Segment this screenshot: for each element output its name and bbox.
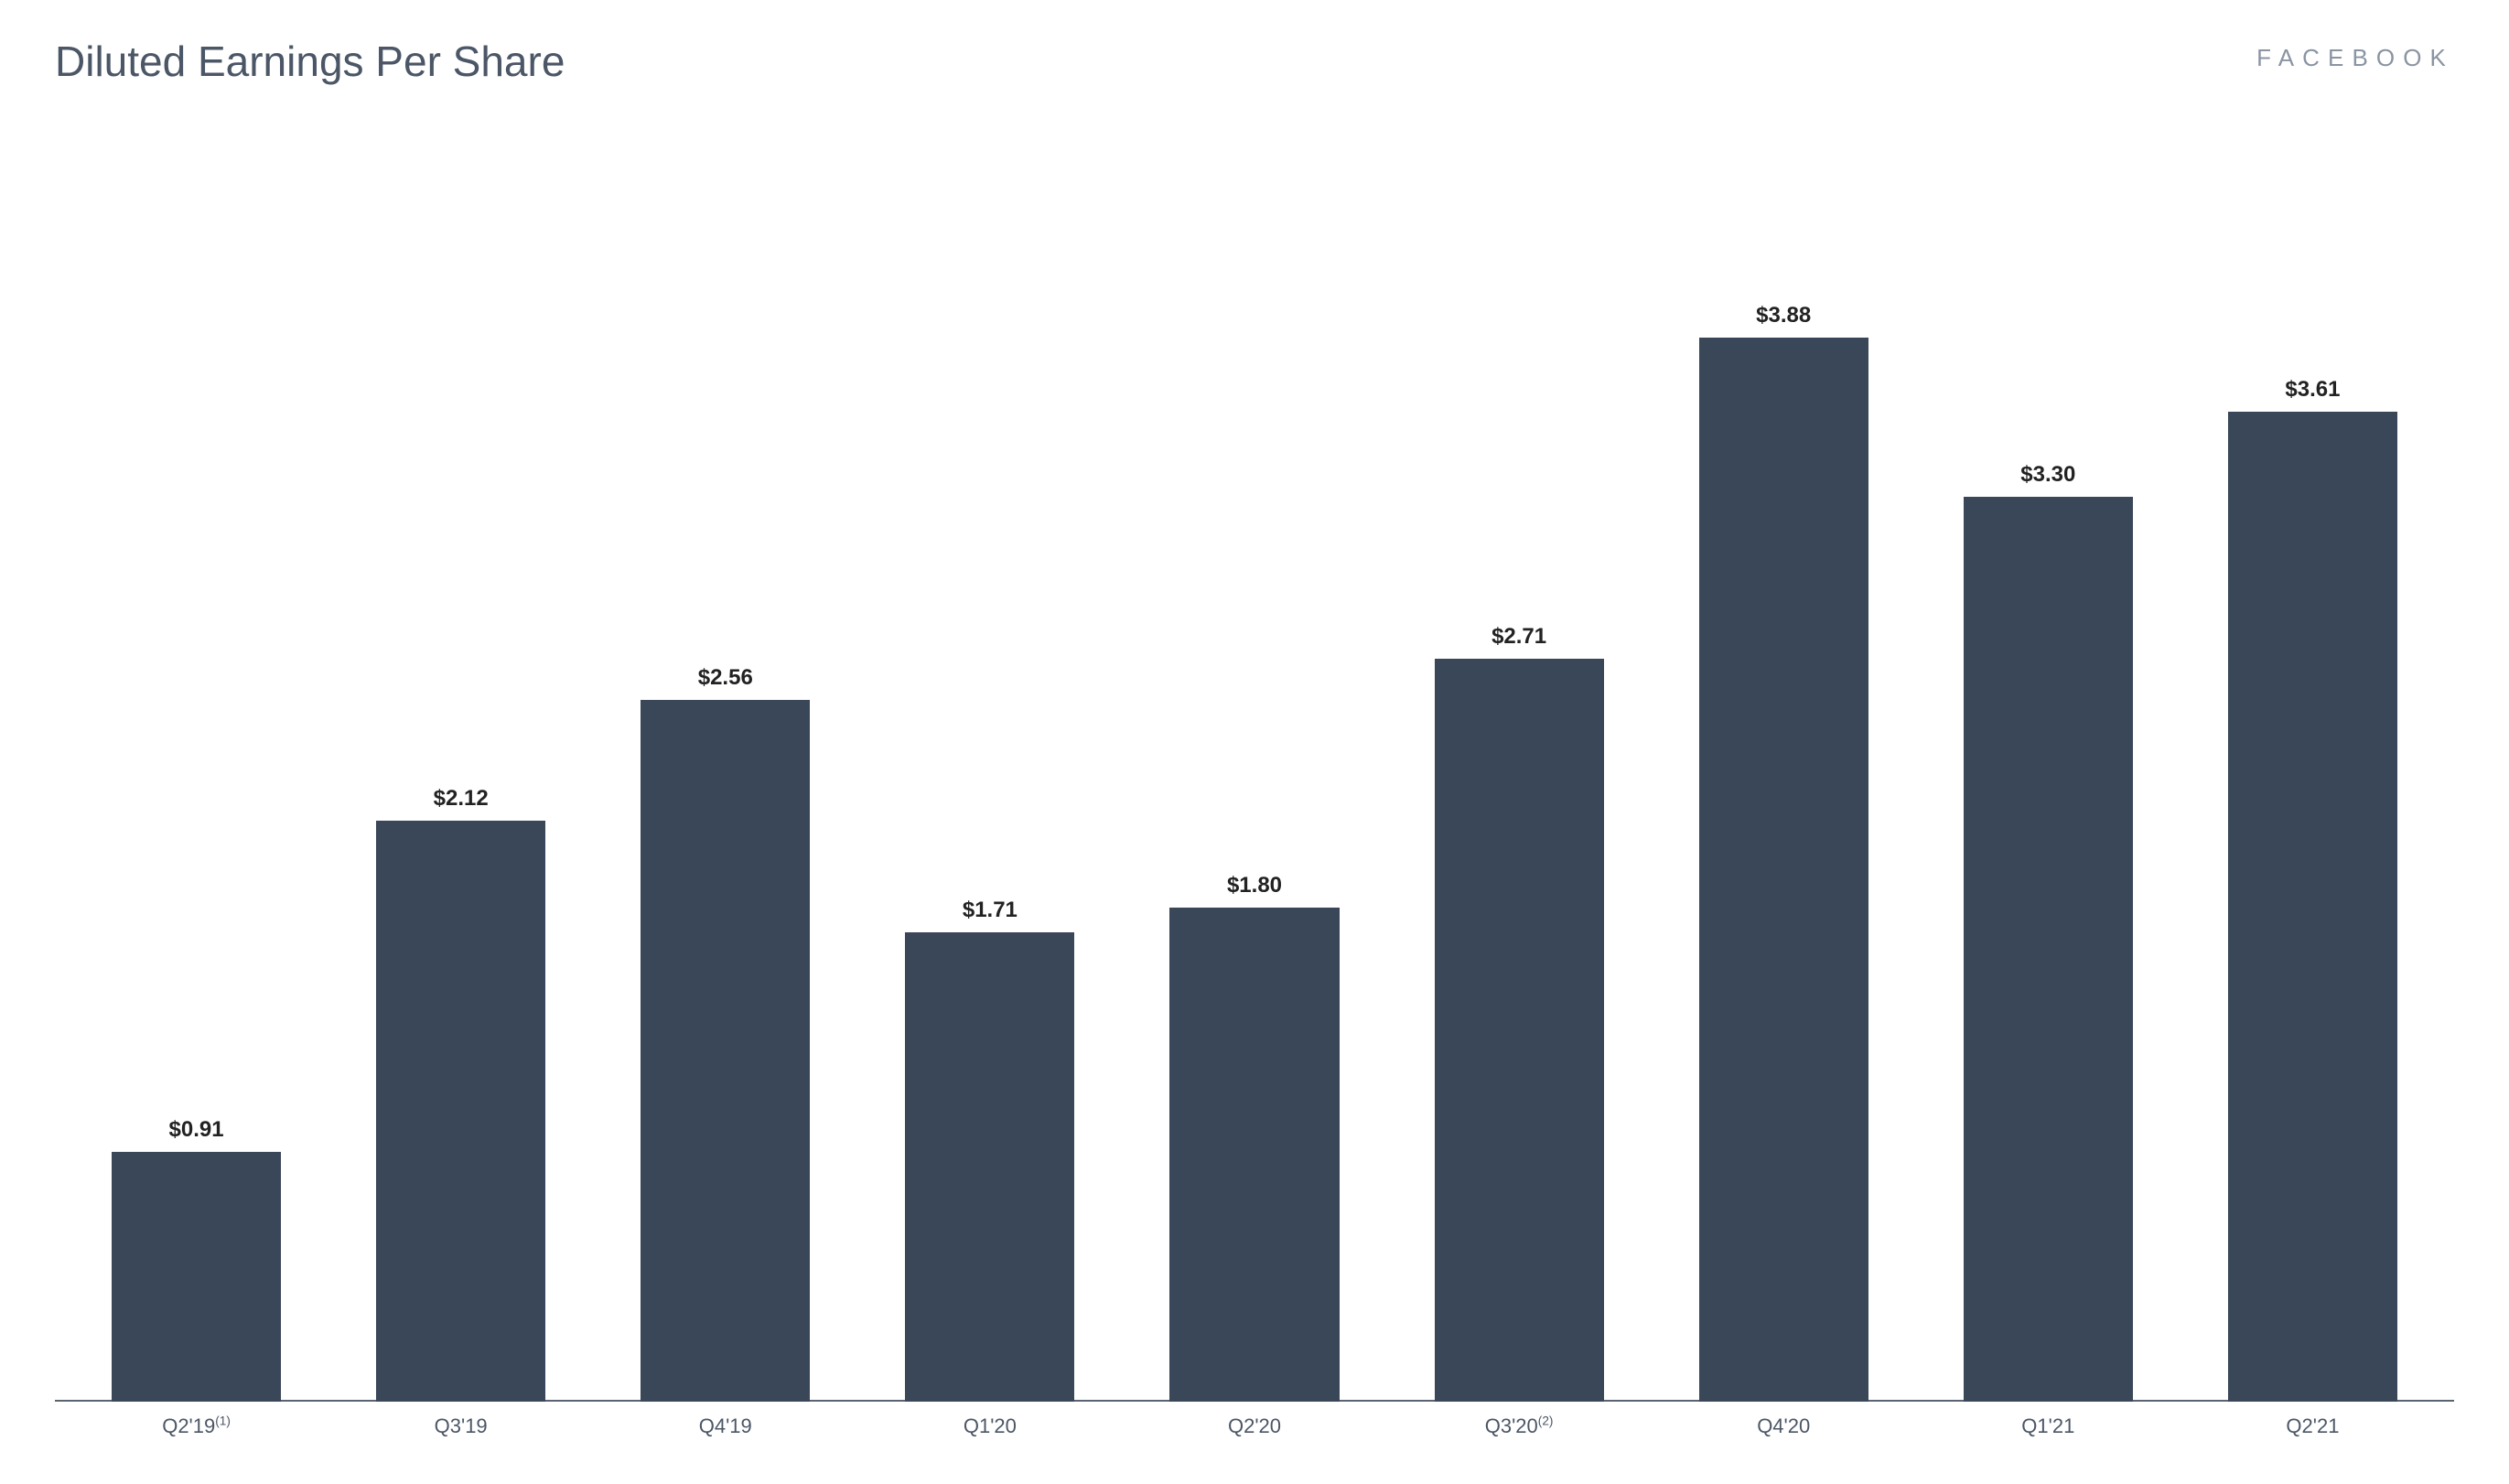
bar-value-label: $2.71: [1491, 624, 1546, 650]
slide-header: Diluted Earnings Per Share FACEBOOK: [55, 37, 2454, 86]
x-axis-label: Q2'21: [2286, 1414, 2339, 1437]
chart-plot-area: $0.91 $2.12 $2.56 $1.71 $1.80 $2.71 $3.88 $3.30…: [55, 104, 2454, 1402]
bar-value-label: $1.71: [963, 898, 1018, 923]
bar-value-label: $3.88: [1756, 303, 1811, 328]
x-axis-label: Q2'20: [1228, 1414, 1281, 1437]
x-axis-tick: Q1'20: [857, 1414, 1122, 1438]
bar-column: $3.88: [1652, 104, 1916, 1402]
bar-column: $3.61: [2181, 104, 2445, 1402]
x-axis-label: Q4'20: [1757, 1414, 1810, 1437]
bar: [1169, 908, 1339, 1401]
brand-wordmark: FACEBOOK: [2256, 37, 2454, 72]
x-axis-label: Q3'20(2): [1485, 1414, 1554, 1437]
bar: [112, 1152, 281, 1402]
x-axis-tick: Q4'19: [593, 1414, 857, 1438]
x-axis-label: Q1'21: [2021, 1414, 2074, 1437]
bar-column: $2.71: [1387, 104, 1652, 1402]
bar-chart: $0.91 $2.12 $2.56 $1.71 $1.80 $2.71 $3.88 $3.30…: [55, 104, 2454, 1438]
x-axis-label: Q4'19: [699, 1414, 752, 1437]
bar-value-label: $2.56: [698, 665, 753, 691]
bar: [641, 700, 810, 1402]
bar: [376, 821, 545, 1402]
bar-value-label: $0.91: [169, 1117, 224, 1143]
bar-column: $2.12: [328, 104, 593, 1402]
x-axis-label: Q1'20: [964, 1414, 1017, 1437]
bar-column: $1.80: [1122, 104, 1386, 1402]
x-axis-tick: Q2'20: [1122, 1414, 1386, 1438]
x-axis-tick: Q4'20: [1652, 1414, 1916, 1438]
x-axis-tick: Q1'21: [1916, 1414, 2181, 1438]
bar-value-label: $2.12: [434, 786, 489, 812]
bar-column: $1.71: [857, 104, 1122, 1402]
slide: Diluted Earnings Per Share FACEBOOK $0.9…: [0, 0, 2509, 1484]
bar-value-label: $3.30: [2020, 462, 2075, 488]
bar: [2228, 412, 2397, 1402]
x-axis-tick: Q3'19: [328, 1414, 593, 1438]
footnote-marker: (1): [215, 1414, 231, 1428]
bar-value-label: $1.80: [1227, 873, 1282, 898]
chart-title: Diluted Earnings Per Share: [55, 37, 565, 86]
x-axis-tick: Q2'19(1): [64, 1414, 328, 1438]
x-axis-labels: Q2'19(1) Q3'19 Q4'19 Q1'20 Q2'20 Q3'20(2) Q4'2…: [55, 1402, 2454, 1438]
bar-column: $0.91: [64, 104, 328, 1402]
bar: [1699, 338, 1868, 1401]
bar: [1435, 659, 1604, 1402]
bar: [905, 932, 1074, 1401]
bar-column: $2.56: [593, 104, 857, 1402]
bar: [1964, 497, 2133, 1402]
footnote-marker: (2): [1538, 1414, 1554, 1428]
bar-column: $3.30: [1916, 104, 2181, 1402]
x-axis-label: Q2'19(1): [162, 1414, 231, 1437]
x-axis-tick: Q3'20(2): [1387, 1414, 1652, 1438]
bar-value-label: $3.61: [2285, 377, 2340, 403]
x-axis-label: Q3'19: [435, 1414, 488, 1437]
x-axis-tick: Q2'21: [2181, 1414, 2445, 1438]
